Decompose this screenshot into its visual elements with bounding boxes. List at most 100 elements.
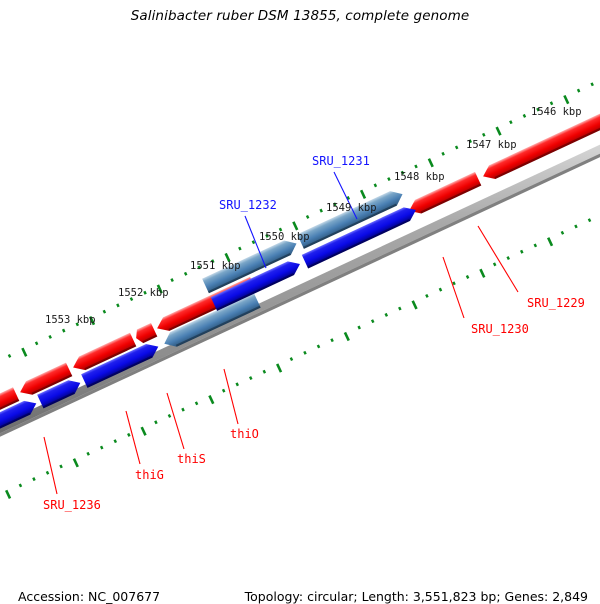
ruler-minor-tick — [116, 303, 120, 308]
gene-label-leader-line — [442, 256, 465, 319]
ruler-minor-tick — [576, 88, 581, 93]
ruler-major-tick — [427, 158, 434, 168]
ruler-major-tick — [547, 237, 554, 247]
ruler-minor-tick — [533, 243, 538, 248]
ruler-position-label: 1551 kbp — [190, 260, 241, 272]
ruler-major-tick — [208, 395, 215, 405]
ruler-minor-tick — [183, 271, 188, 276]
ruler-position-label: 1547 kbp — [466, 139, 517, 151]
ruler-minor-tick — [398, 306, 402, 311]
gene-shadow — [142, 334, 158, 344]
ruler-minor-tick — [574, 224, 578, 229]
ruler-minor-tick — [384, 312, 389, 317]
gene-body — [0, 387, 20, 419]
ruler-major-tick — [156, 284, 163, 294]
ruler-major-tick — [563, 94, 570, 105]
gene-label-SRU_1231[interactable]: SRU_1231 — [312, 154, 370, 168]
ruler-minor-tick — [194, 401, 199, 406]
ruler-major-tick — [224, 252, 231, 263]
ruler-minor-tick — [249, 376, 253, 381]
ruler-minor-tick — [357, 325, 361, 330]
ruler-minor-tick — [332, 202, 337, 207]
ruler-minor-tick — [549, 101, 554, 106]
gene-body — [483, 100, 600, 179]
ruler-minor-tick — [113, 439, 118, 444]
gene-SRU_1237 — [0, 387, 20, 419]
ruler-major-tick — [411, 300, 418, 310]
ruler-minor-tick — [262, 369, 267, 374]
ruler-minor-tick — [492, 262, 497, 267]
gene-label-leader-line — [43, 436, 58, 495]
ruler-major-tick — [5, 489, 12, 500]
gene-shadow — [175, 305, 261, 347]
ruler-minor-tick — [45, 470, 50, 475]
ruler-minor-tick — [99, 445, 104, 450]
ruler-minor-tick — [238, 246, 242, 251]
gene-shadow — [207, 253, 291, 294]
ruler-minor-tick — [454, 145, 459, 150]
gene-shadow — [42, 391, 75, 409]
ruler-major-tick — [72, 458, 79, 468]
ruler-minor-tick — [102, 309, 107, 314]
ruler-major-tick — [343, 331, 350, 342]
gene-SRU_1236 — [20, 362, 73, 395]
gene-shadow — [420, 183, 482, 214]
gene-SRU_1232-outer — [202, 240, 297, 294]
ruler-minor-tick — [590, 82, 594, 87]
genome-backbone — [0, 144, 600, 437]
gene-label-SRU_1230[interactable]: SRU_1230 — [471, 322, 529, 336]
ruler-minor-tick — [370, 319, 375, 324]
ruler-minor-tick — [387, 177, 391, 182]
ruler-major-tick — [88, 316, 96, 326]
gene-SRU_1236-fwd — [37, 380, 81, 409]
gene-body — [81, 343, 159, 388]
gene-label-thiO[interactable]: thiO — [230, 427, 259, 441]
gene-thiG — [73, 332, 137, 371]
ruler-minor-tick — [465, 275, 470, 279]
gene-thiG-fwd — [81, 343, 159, 388]
ruler-minor-tick — [32, 477, 36, 482]
gene-body — [73, 332, 137, 371]
ruler-minor-tick — [438, 287, 443, 292]
ruler-major-tick — [292, 221, 299, 231]
gene-label-thiS[interactable]: thiS — [177, 452, 206, 466]
gene-body — [20, 362, 73, 395]
gene-label-leader-line — [244, 215, 267, 269]
ruler-minor-tick — [560, 230, 565, 235]
gene-label-SRU_1232[interactable]: SRU_1232 — [219, 198, 277, 212]
gene-shadow — [31, 374, 73, 395]
gene-shadow — [494, 112, 600, 179]
ruler-minor-tick — [316, 344, 321, 349]
ruler-position-label: 1550 kbp — [259, 231, 310, 243]
ruler-minor-tick — [506, 256, 510, 261]
gene-SRU_1230 — [409, 171, 482, 214]
ruler-minor-tick — [197, 265, 201, 270]
ruler-minor-tick — [7, 353, 12, 358]
ruler-minor-tick — [59, 464, 63, 469]
ruler-minor-tick — [509, 120, 513, 125]
ruler-minor-tick — [75, 322, 80, 327]
ruler-position-label: 1546 kbp — [531, 106, 582, 118]
gene-label-leader-line — [223, 368, 239, 425]
gene-label-leader-line — [166, 392, 185, 450]
gene-shadow — [302, 203, 397, 249]
ruler-minor-tick — [170, 278, 174, 283]
gene-label-SRU_1229[interactable]: SRU_1229 — [527, 296, 585, 310]
gene-label-thiG[interactable]: thiG — [135, 468, 164, 482]
ruler-minor-tick — [235, 382, 239, 387]
gene-SRU_1231-outer — [297, 191, 403, 249]
ruler-minor-tick — [251, 240, 256, 245]
ruler-major-tick — [276, 363, 283, 373]
ruler-minor-tick — [587, 218, 592, 223]
ruler-position-label: 1553 kbp — [45, 314, 96, 326]
gene-body — [301, 207, 416, 269]
gene-SRU_1231 — [301, 207, 416, 269]
ruler-minor-tick — [536, 107, 540, 112]
ruler-minor-tick — [425, 293, 429, 298]
ruler-major-tick — [21, 347, 28, 357]
ruler-minor-tick — [278, 227, 283, 232]
ruler-minor-tick — [167, 413, 172, 418]
ruler-position-label: 1548 kbp — [394, 171, 445, 183]
gene-label-SRU_1236[interactable]: SRU_1236 — [43, 498, 101, 512]
